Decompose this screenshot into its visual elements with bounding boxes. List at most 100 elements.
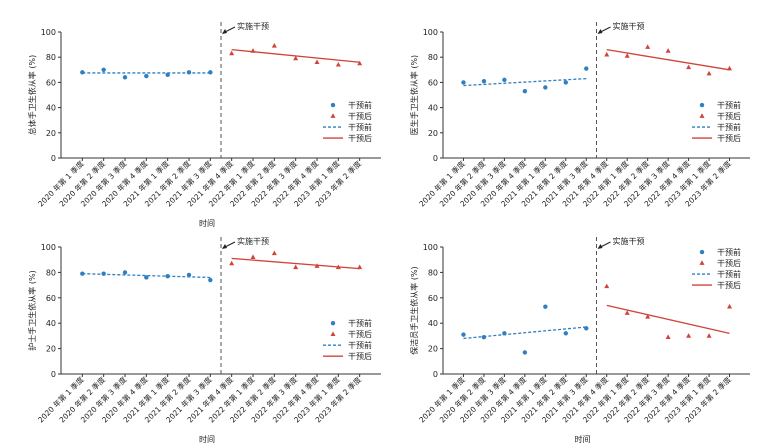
y-tick-label: 80: [46, 53, 56, 62]
y-tick-label: 80: [428, 53, 438, 62]
post-point: [686, 64, 692, 70]
y-tick-label: 20: [46, 345, 56, 354]
post-point: [665, 48, 671, 53]
post-point: [727, 303, 733, 309]
legend-pre-point-icon: [699, 249, 705, 255]
legend-pre-point-icon: [330, 102, 336, 108]
post-point: [665, 334, 671, 339]
y-tick-label: 40: [46, 104, 56, 113]
pre-point: [522, 350, 528, 355]
pre-point: [186, 272, 192, 278]
legend-label: 干预后: [717, 133, 741, 143]
pre-trend-line: [463, 326, 587, 340]
post-point: [645, 44, 651, 49]
legend-label: 干预后: [717, 111, 741, 121]
legend-label: 干预前: [717, 247, 741, 257]
legend-label: 干预前: [717, 100, 741, 110]
intervention-arrowhead: [597, 29, 603, 34]
pre-point: [122, 75, 128, 80]
pre-point: [563, 331, 568, 336]
intervention-label: 实施干预: [237, 236, 269, 246]
legend-label: 干预前: [348, 340, 372, 350]
post-point: [229, 50, 235, 56]
legend-post-point-icon: [330, 113, 336, 118]
intervention-arrowhead: [222, 244, 227, 249]
y-tick-label: 40: [428, 104, 438, 113]
legend-label: 干预前: [348, 122, 372, 132]
y-tick-label: 20: [428, 345, 438, 354]
y-tick-label: 0: [51, 370, 56, 379]
post-point: [357, 60, 363, 66]
post-point: [624, 310, 630, 315]
legend-pre-point-icon: [699, 102, 705, 108]
post-point: [335, 61, 341, 67]
y-tick-label: 80: [46, 268, 56, 277]
post-point: [229, 260, 235, 266]
legend-label: 干预后: [348, 111, 372, 121]
pre-point: [522, 89, 528, 94]
pre-trend-line: [463, 77, 587, 87]
x-axis-title: 时间: [199, 434, 215, 444]
post-point: [271, 250, 277, 256]
y-tick-label: 60: [46, 294, 56, 303]
y-tick-label: 60: [428, 78, 438, 87]
x-axis-title: 时间: [575, 434, 591, 444]
intervention-arrowhead: [222, 29, 227, 34]
pre-point: [144, 73, 149, 79]
y-tick-label: 20: [428, 129, 438, 138]
y-tick-label: 0: [433, 154, 438, 163]
legend-pre-point-icon: [330, 321, 336, 326]
x-axis-title: 时间: [199, 218, 215, 228]
intervention-arrowhead: [597, 244, 603, 249]
post-point: [686, 333, 692, 338]
pre-trend-line: [82, 273, 211, 279]
y-axis-title: 护士手卫生依从率 (%): [27, 270, 37, 350]
pre-point: [481, 78, 487, 84]
post-point: [604, 51, 610, 57]
legend-post-point-icon: [699, 113, 705, 118]
legend-label: 干预后: [717, 258, 741, 268]
y-tick-label: 40: [46, 319, 56, 328]
legend-label: 干预后: [348, 351, 372, 361]
pre-point: [563, 80, 568, 85]
post-point: [293, 264, 299, 270]
pre-point: [502, 77, 507, 83]
y-tick-label: 100: [41, 28, 56, 37]
pre-point: [208, 277, 213, 283]
intervention-label: 实施干预: [237, 21, 269, 31]
legend-label: 干预后: [717, 280, 741, 290]
post-point: [706, 70, 712, 76]
y-tick-label: 20: [46, 129, 56, 138]
y-tick-label: 0: [433, 370, 438, 379]
legend-label: 干预前: [348, 318, 372, 328]
y-tick-label: 100: [423, 243, 438, 252]
legend-label: 干预前: [348, 100, 372, 110]
legend-label: 干预前: [717, 122, 741, 132]
post-point: [624, 53, 630, 58]
pre-point: [461, 80, 466, 85]
post-point: [604, 283, 610, 289]
y-tick-label: 60: [46, 78, 56, 87]
legend-post-point-icon: [699, 260, 705, 265]
intervention-label: 实施干预: [613, 21, 645, 31]
legend-post-point-icon: [330, 331, 336, 336]
post-point: [314, 59, 320, 65]
post-trend-line: [606, 304, 730, 334]
post-trend-line: [231, 48, 360, 63]
y-tick-label: 80: [428, 268, 438, 277]
y-axis-title: 医生手卫生依从率 (%): [409, 55, 419, 135]
pre-point: [461, 332, 466, 337]
pre-point: [165, 72, 170, 78]
intervention-label: 实施干预: [613, 236, 645, 246]
pre-point: [543, 85, 548, 90]
pre-point: [144, 275, 149, 280]
